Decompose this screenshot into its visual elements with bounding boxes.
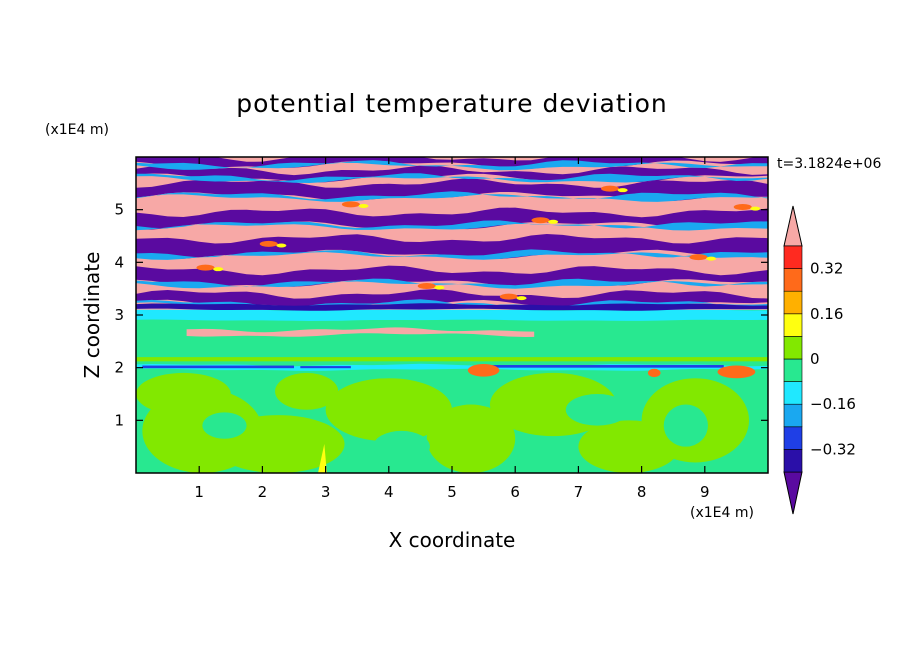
contour-field <box>136 157 768 473</box>
contour-fleck <box>706 256 717 261</box>
x-unit-label: (x1E4 m) <box>690 505 754 521</box>
y-unit-label: (x1E4 m) <box>45 122 109 138</box>
colorbar-segment <box>783 426 803 450</box>
contour-fleck <box>733 204 752 211</box>
x-tick-label: 7 <box>574 483 584 501</box>
contour-fleck <box>417 283 436 290</box>
contour-fleck <box>750 206 761 211</box>
layer-upper-transition <box>136 191 768 202</box>
contour-fleck <box>434 285 445 290</box>
layer-z2-blue <box>142 365 294 369</box>
colorbar-segment <box>783 290 803 315</box>
layer-z2-blue <box>489 365 724 368</box>
layer-upper-transition <box>136 173 768 183</box>
colorbar-label: −0.16 <box>810 395 856 413</box>
contour-fleck <box>276 243 287 248</box>
layer-upper-darkblue <box>136 303 768 311</box>
colorbar-label: 0 <box>810 350 820 368</box>
colorbar-segment <box>783 245 803 269</box>
contour-blob <box>426 404 516 473</box>
contour-blob-warm <box>467 363 500 377</box>
contour-fleck <box>601 185 619 192</box>
contour-fleck <box>341 201 360 208</box>
x-tick-label: 1 <box>194 483 204 501</box>
contour-fleck <box>516 296 527 301</box>
contour-blob <box>136 372 231 416</box>
y-tick-label: 5 <box>114 201 124 219</box>
layer-upper-transition <box>136 220 768 231</box>
x-axis-label: X coordinate <box>389 528 516 552</box>
x-tick-label: 9 <box>700 483 710 501</box>
colorbar-segment <box>783 381 803 405</box>
x-axis-ticks: 1 2 3 4 5 6 7 8 9 <box>194 157 710 501</box>
colorbar: 0.32 0.16 0 −0.16 −0.32 <box>783 205 856 515</box>
contour-fleck <box>358 203 369 208</box>
layer-upper-purple <box>136 178 768 201</box>
contour-fleck <box>548 219 559 224</box>
y-axis-ticks: 1 2 3 4 5 <box>114 201 768 429</box>
colorbar-segment <box>783 336 803 360</box>
contour-blob <box>565 394 629 426</box>
time-label: t=3.1824e+06 <box>777 156 881 172</box>
contour-blob <box>373 430 430 463</box>
y-tick-label: 2 <box>114 359 124 377</box>
y-tick-label: 3 <box>114 306 124 324</box>
x-tick-label: 6 <box>510 483 520 501</box>
layer-z27-pink <box>186 327 535 337</box>
contour-blob-warm <box>647 368 661 378</box>
chart-title: potential temperature deviation <box>236 89 667 118</box>
layer-upper-purple <box>136 207 768 230</box>
contour-fleck <box>617 188 628 193</box>
x-tick-label: 8 <box>637 483 647 501</box>
colorbar-label: 0.32 <box>810 260 843 278</box>
layer-z3-cyan <box>136 308 768 321</box>
contour-fleck <box>499 293 518 300</box>
x-tick-label: 3 <box>321 483 331 501</box>
colorbar-under-triangle <box>783 471 803 515</box>
contour-blob-warm <box>717 365 756 379</box>
x-tick-label: 4 <box>384 483 394 501</box>
contour-fleck <box>213 267 224 272</box>
y-tick-label: 4 <box>114 253 124 271</box>
y-axis-label: Z coordinate <box>80 252 104 379</box>
contour-blob <box>275 372 339 410</box>
colorbar-label: −0.32 <box>810 440 856 458</box>
contour-fleck <box>531 217 550 224</box>
layer-z2-blue <box>300 366 351 369</box>
contour-fleck <box>689 254 708 261</box>
contour-fleck <box>259 240 278 247</box>
colorbar-segment <box>783 268 803 292</box>
contour-blob <box>202 412 247 439</box>
contour-blob <box>663 404 708 447</box>
layer-z2-green <box>136 357 768 362</box>
y-tick-label: 1 <box>114 411 124 429</box>
contour-blob <box>445 378 497 400</box>
colorbar-over-triangle <box>783 205 803 247</box>
colorbar-segment <box>783 449 803 473</box>
colorbar-segment <box>783 403 803 428</box>
contour-fleck <box>196 264 215 271</box>
layer-upper-transition <box>136 278 768 289</box>
layer-upper-transition <box>136 249 768 260</box>
contour-streak <box>318 444 327 473</box>
colorbar-label: 0.16 <box>810 305 843 323</box>
contour-blob <box>325 378 452 442</box>
x-tick-label: 2 <box>258 483 268 501</box>
colorbar-segment <box>783 358 803 382</box>
x-tick-label: 5 <box>447 483 457 501</box>
colorbar-segment <box>783 313 803 337</box>
layer-upper-transition <box>136 160 768 171</box>
